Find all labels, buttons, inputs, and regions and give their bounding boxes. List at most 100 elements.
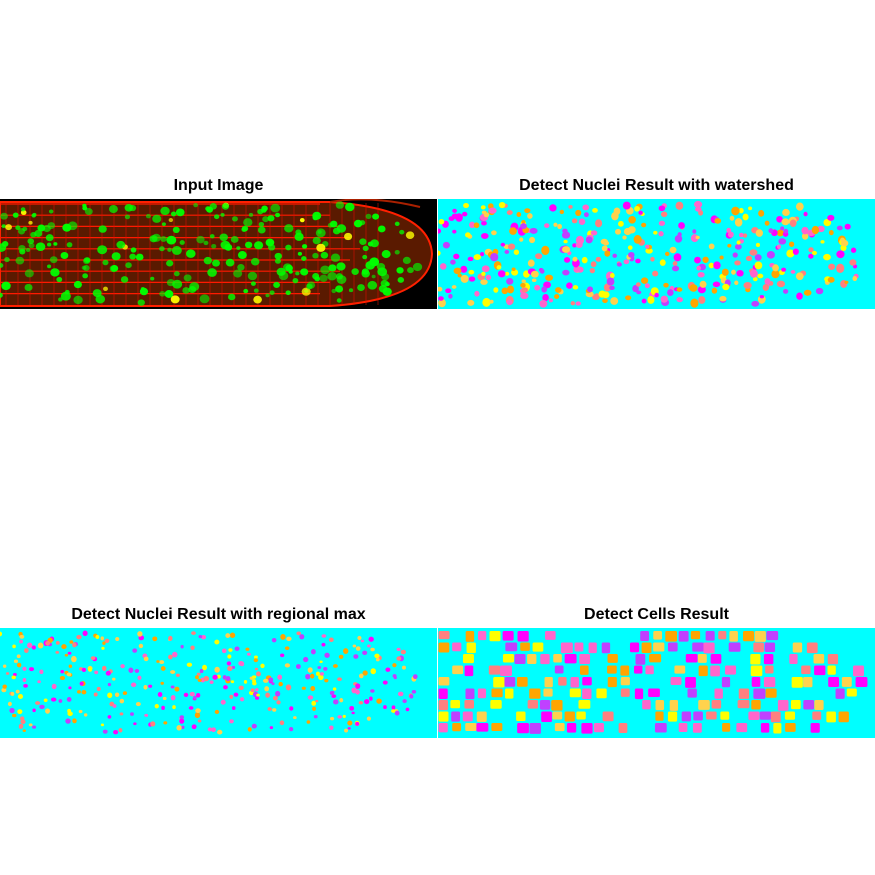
nucleus-label [678,222,685,229]
nucleus-label [170,685,175,689]
nucleus-label [776,280,786,288]
cell-label [770,711,781,723]
nucleus-label [288,726,294,732]
nucleus-label [694,206,702,212]
nucleus-label [293,716,297,720]
nucleus-label [339,698,344,703]
nucleus-label [307,695,314,700]
nucleus-label [409,694,414,699]
nucleus-label [749,269,758,278]
nucleus [82,203,87,208]
nucleus [227,293,236,301]
nucleus-label [836,225,843,231]
nucleus [150,276,155,281]
nucleus-label [79,681,84,686]
nucleus-label [397,691,404,697]
cell-label [438,642,450,653]
cell-label [826,711,836,723]
nucleus [50,268,60,277]
nucleus-label [16,662,22,668]
nucleus-label [726,227,732,233]
nucleus-label [175,673,180,677]
nucleus-label [59,675,66,681]
nucleus [166,235,177,245]
nucleus-label [844,223,851,230]
nucleus-label [783,228,789,234]
nucleus-label [788,241,795,247]
nucleus-label [267,707,272,711]
cell-label [618,723,628,733]
nucleus-label [2,684,7,689]
nucleus-label [758,210,765,217]
nucleus [120,276,129,283]
cell-label [711,700,722,709]
nucleus-label [370,668,377,675]
nucleus [82,257,91,265]
nucleus-label [501,287,509,295]
nucleus-label [524,208,531,214]
nucleus-label [529,227,538,234]
nucleus [265,293,270,298]
nucleus-label [823,253,831,261]
nucleus-label [255,696,260,700]
nucleus-label [675,201,684,210]
nucleus [335,285,344,293]
nucleus-label [214,709,220,715]
nucleus-label [2,664,7,668]
cell-label [773,723,782,734]
cell-label [582,688,592,699]
nucleus-label [604,250,611,257]
nucleus-label [595,256,602,262]
nucleus-label [520,292,529,300]
nucleus [327,272,337,281]
nucleus [0,292,3,298]
nucleus [312,211,322,220]
nucleus [5,224,12,231]
cell-label [721,677,731,688]
cell-label [748,711,760,720]
nucleus [407,267,414,274]
cell-label [827,654,839,665]
nucleus-label [780,226,785,231]
cell-label [814,700,824,711]
nucleus-label [174,686,180,692]
nucleus-label [795,202,804,211]
nucleus [164,290,174,298]
nucleus-label [721,268,729,276]
nucleus-label [489,299,494,304]
nucleus-label [269,726,274,730]
nucleus-label [227,666,233,672]
nucleus [353,219,363,228]
nucleus [270,203,281,213]
nucleus-label [221,648,227,654]
nucleus-label [644,283,650,289]
nucleus-label [230,680,235,684]
cell-label [718,631,727,640]
panel-regional-max: Detect Nuclei Result with regional max [0,604,437,739]
nucleus-label [647,295,655,304]
nucleus-label [31,645,36,650]
nucleus-label [19,639,23,644]
nucleus [37,224,46,232]
nucleus [332,227,341,235]
nucleus-label [665,251,670,257]
nucleus-label [9,707,15,714]
nucleus-label [252,679,257,684]
nucleus-label [727,231,734,238]
nucleus-label [130,682,137,687]
nucleus-label [520,223,527,230]
nucleus-label [592,208,598,213]
nucleus [152,214,162,223]
cell-label [553,654,562,663]
nucleus-label [115,636,120,642]
nucleus [297,251,303,256]
nucleus-label [37,642,44,649]
nucleus-label [742,213,749,221]
nucleus-label [801,232,809,240]
cell-label [777,700,789,711]
nucleus-label [511,267,516,271]
nucleus-label [627,245,633,250]
nucleus-label [130,712,134,716]
cell-label [667,711,678,722]
nucleus-label [836,250,845,259]
